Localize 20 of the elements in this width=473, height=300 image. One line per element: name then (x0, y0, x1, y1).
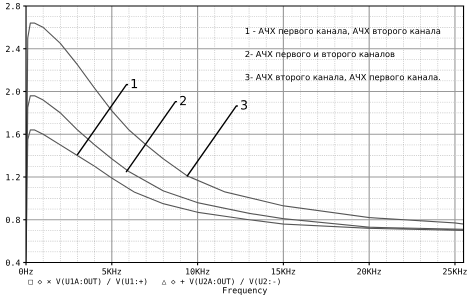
x-axis-title: Frequency (223, 287, 268, 295)
y-tick-label: 0.4 (6, 260, 20, 266)
x-tick-label: 0Hz (19, 268, 33, 275)
annotation: 3 (241, 100, 248, 110)
annotation: 1 - АЧХ первого канала, АЧХ второго канала (246, 28, 440, 36)
y-tick-label: 2.4 (6, 46, 20, 52)
x-tick-label: 5KHz (102, 268, 122, 275)
x-tick-label: 10KHz (186, 268, 210, 275)
annotation: 3- АЧХ второго канала, АЧХ первого канала. (245, 74, 440, 82)
y-tick-label: 2.0 (6, 88, 20, 95)
y-tick-label: 1.2 (6, 174, 20, 180)
y-tick-label: 0.8 (6, 216, 20, 224)
y-tick-label: 2.8 (6, 3, 20, 10)
annotation: 2- АЧХ первого и второго каналов (245, 50, 394, 59)
annotation: 2 (180, 96, 186, 106)
x-tick-label: 25KHz (443, 268, 467, 275)
x-tick-label: 15KHz (272, 268, 296, 275)
x-tick-label: 20KHz (357, 268, 381, 275)
y-tick-label: 1.6 (6, 131, 20, 138)
annotation: 1 (132, 78, 138, 88)
